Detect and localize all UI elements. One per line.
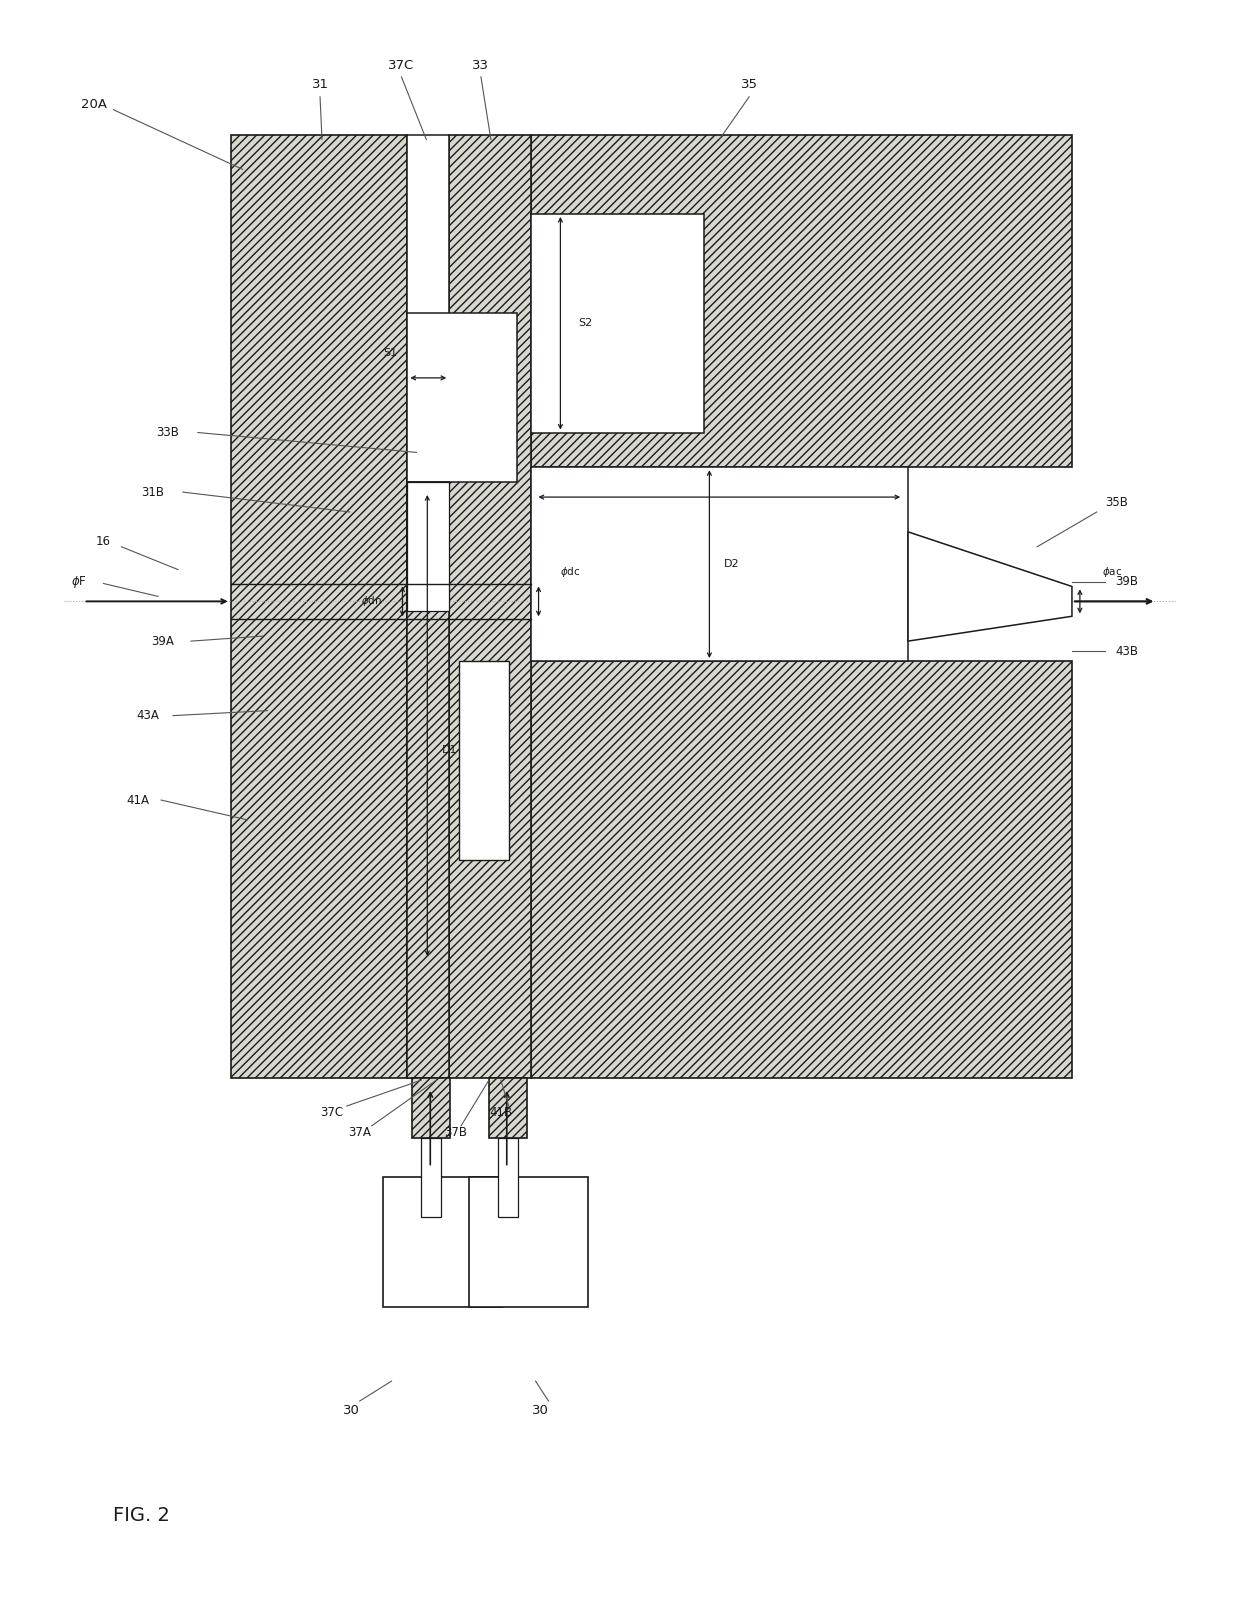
Text: S2: S2 <box>578 319 593 329</box>
Text: D2: D2 <box>724 559 740 569</box>
Text: 31B: 31B <box>141 485 165 499</box>
Bar <box>408 135 449 1078</box>
Bar <box>531 661 1071 1078</box>
Bar <box>531 214 704 432</box>
Bar <box>469 1178 588 1307</box>
Text: 35B: 35B <box>1105 496 1128 509</box>
Text: 41B: 41B <box>490 1107 512 1120</box>
Text: 31: 31 <box>311 79 329 92</box>
Text: 43B: 43B <box>1115 644 1138 657</box>
Text: 39B: 39B <box>1115 575 1138 588</box>
Text: 37A: 37A <box>348 1126 371 1139</box>
Text: 41A: 41A <box>126 794 150 807</box>
Bar <box>408 482 449 611</box>
Text: 37B: 37B <box>445 1126 467 1139</box>
Bar <box>531 467 908 661</box>
Text: FIG. 2: FIG. 2 <box>113 1506 170 1524</box>
Text: $\phi$dn: $\phi$dn <box>361 594 383 609</box>
Text: 30: 30 <box>343 1405 361 1418</box>
Text: 20A: 20A <box>81 98 107 111</box>
Text: S1: S1 <box>383 348 398 358</box>
Text: 33: 33 <box>472 58 490 71</box>
Bar <box>497 1137 517 1218</box>
Text: 37C: 37C <box>320 1107 343 1120</box>
Bar <box>383 1178 502 1307</box>
Bar <box>413 1078 450 1137</box>
Bar <box>531 135 1071 467</box>
Bar <box>449 135 531 1078</box>
Text: 33B: 33B <box>156 425 180 440</box>
Text: $\phi$ac: $\phi$ac <box>1102 564 1122 578</box>
Text: D1: D1 <box>443 746 458 756</box>
Text: $\phi$F: $\phi$F <box>71 574 87 590</box>
Bar <box>422 1137 441 1218</box>
Text: $\phi$dc: $\phi$dc <box>560 564 582 578</box>
Bar <box>489 1078 527 1137</box>
Text: 39A: 39A <box>151 635 175 648</box>
Text: 30: 30 <box>532 1405 549 1418</box>
Polygon shape <box>408 482 449 1078</box>
Text: 16: 16 <box>95 535 112 548</box>
Text: 37C: 37C <box>388 58 414 71</box>
Bar <box>459 661 508 860</box>
Bar <box>408 313 517 482</box>
Bar <box>231 135 408 1078</box>
Text: 43A: 43A <box>136 709 160 722</box>
Polygon shape <box>908 532 1071 641</box>
Text: 35: 35 <box>740 79 758 92</box>
